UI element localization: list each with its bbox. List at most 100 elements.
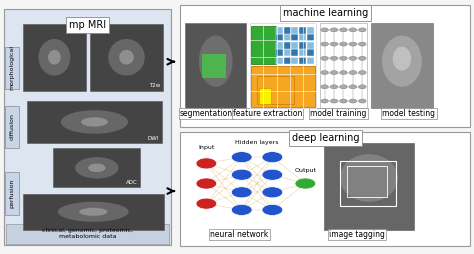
Circle shape [358,71,366,75]
Ellipse shape [340,154,398,202]
Circle shape [358,28,366,32]
Circle shape [321,85,328,89]
Circle shape [349,71,357,75]
Bar [283,42,291,49]
Circle shape [330,71,338,75]
Bar [307,27,314,34]
Circle shape [196,198,217,209]
Circle shape [330,42,338,46]
Text: machine learning: machine learning [283,8,368,18]
Bar [291,27,298,34]
Text: model testing: model testing [383,109,436,118]
Circle shape [349,56,357,60]
Bar [259,88,271,104]
Circle shape [231,152,252,163]
Circle shape [196,158,217,169]
Bar [23,194,164,230]
Circle shape [321,71,328,75]
Text: neural network: neural network [210,230,268,239]
Bar [181,5,470,127]
Circle shape [262,169,283,180]
Circle shape [349,99,357,103]
Ellipse shape [382,36,422,87]
Text: Hidden layers: Hidden layers [235,140,279,145]
Circle shape [262,152,283,163]
Text: diffusion: diffusion [10,114,15,140]
Circle shape [330,56,338,60]
Bar [340,161,396,206]
Circle shape [340,56,347,60]
Bar [283,27,291,34]
Bar [299,35,306,41]
Bar [291,50,298,56]
Ellipse shape [48,50,61,65]
Circle shape [231,204,252,215]
Text: image tagging: image tagging [329,230,385,239]
Circle shape [340,99,347,103]
Bar [23,24,86,91]
Ellipse shape [119,50,134,65]
Bar [371,23,433,108]
Ellipse shape [38,39,70,76]
Bar [307,35,314,41]
Ellipse shape [58,202,128,222]
Bar [251,66,315,107]
Circle shape [340,71,347,75]
Bar [324,143,414,230]
Circle shape [295,178,316,189]
Ellipse shape [61,110,128,134]
Bar [276,27,283,34]
Ellipse shape [108,39,145,76]
Bar [257,76,293,104]
Circle shape [349,85,357,89]
Circle shape [340,28,347,32]
Bar [299,57,306,64]
Bar [283,35,291,41]
Bar [90,24,163,91]
Text: model training: model training [310,109,366,118]
Bar [307,50,314,56]
Circle shape [349,28,357,32]
Bar [27,101,162,143]
Circle shape [330,99,338,103]
Circle shape [349,42,357,46]
Text: feature extraction: feature extraction [233,109,302,118]
Bar [291,35,298,41]
Bar [276,42,283,49]
Bar [185,23,246,108]
Bar [307,42,314,49]
Bar [5,46,19,89]
Bar [202,54,226,78]
Text: Output: Output [294,168,316,173]
Text: perfusion: perfusion [10,179,15,208]
Text: ADC: ADC [126,180,138,185]
Text: clinical, genomic, proteomic,
metabolomic data: clinical, genomic, proteomic, metabolomi… [42,228,133,239]
Bar [276,57,283,64]
Ellipse shape [199,36,233,87]
Circle shape [231,187,252,198]
Bar [299,42,306,49]
Bar [4,9,171,245]
Circle shape [340,42,347,46]
Circle shape [321,99,328,103]
Bar [251,26,276,64]
Bar [276,50,283,56]
Ellipse shape [393,47,411,71]
Text: deep learning: deep learning [292,133,359,143]
Circle shape [321,56,328,60]
Bar [5,172,19,215]
Circle shape [340,85,347,89]
Circle shape [262,187,283,198]
Ellipse shape [79,208,108,216]
Bar [6,224,169,244]
Circle shape [321,42,328,46]
Circle shape [321,28,328,32]
Bar [291,42,298,49]
Text: DWI: DWI [148,136,159,141]
Bar [283,50,291,56]
Ellipse shape [75,157,118,179]
Bar [5,106,19,148]
Bar [299,27,306,34]
Circle shape [358,56,366,60]
Bar [276,35,283,41]
